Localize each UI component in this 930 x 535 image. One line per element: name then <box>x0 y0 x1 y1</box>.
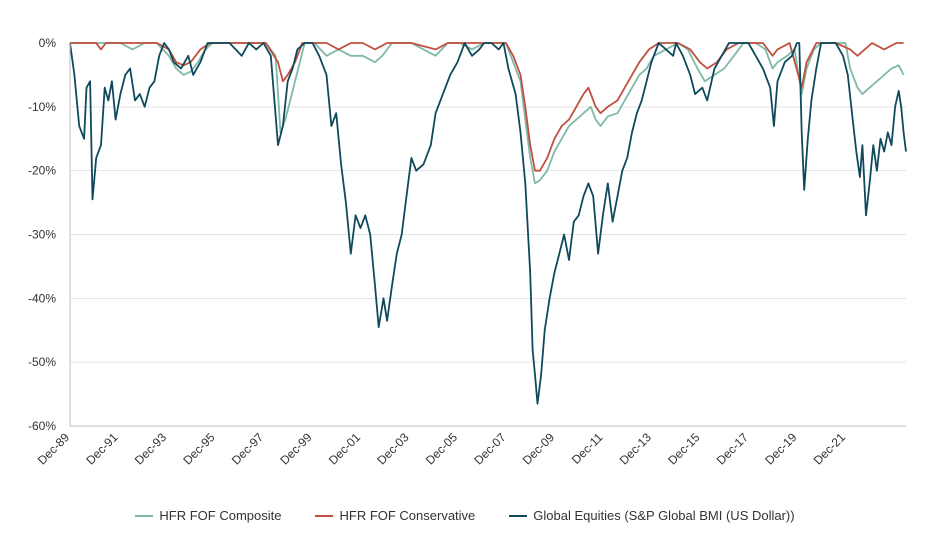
series-line-hfr-fof-conservative <box>70 42 904 172</box>
series-line-global-equities <box>69 42 907 405</box>
legend-swatch-global-equities <box>509 514 528 517</box>
y-tick-label: -50% <box>28 355 56 369</box>
legend-swatch-composite <box>135 514 154 517</box>
gridlines <box>70 106 906 363</box>
x-tick-label: Dec-15 <box>665 430 702 467</box>
x-tick-label: Dec-19 <box>762 430 799 467</box>
x-tick-label: Dec-07 <box>471 430 508 467</box>
x-tick-label: Dec-21 <box>811 430 848 467</box>
x-tick-label: Dec-97 <box>229 430 266 467</box>
x-tick-label: Dec-03 <box>374 430 411 467</box>
legend: HFR FOF Composite HFR FOF Conservative G… <box>0 508 930 523</box>
legend-item-global-equities: Global Equities (S&P Global BMI (US Doll… <box>509 508 795 523</box>
x-tick-label: Dec-93 <box>132 430 169 467</box>
y-tick-label: -40% <box>28 291 56 305</box>
legend-label-global-equities: Global Equities (S&P Global BMI (US Doll… <box>533 508 795 523</box>
series-line-hfr-fof-composite <box>70 42 905 185</box>
y-axis-ticks: 0% -10% -20% -30% -40% -50% -60% <box>28 36 56 433</box>
y-tick-label: -60% <box>28 419 56 433</box>
x-tick-label: Dec-99 <box>277 430 314 467</box>
x-axis-ticks: Dec-89 Dec-91 Dec-93 Dec-95 Dec-97 Dec-99 Dec-… <box>35 430 848 467</box>
x-tick-label: Dec-09 <box>520 430 557 467</box>
x-tick-label: Dec-01 <box>326 430 363 467</box>
y-tick-label: -30% <box>28 228 56 242</box>
series-lines <box>69 42 907 405</box>
legend-swatch-conservative <box>315 514 334 517</box>
x-tick-label: Dec-95 <box>180 430 217 467</box>
y-tick-label: -20% <box>28 164 56 178</box>
y-tick-label: 0% <box>39 36 57 50</box>
legend-label-conservative: HFR FOF Conservative <box>339 508 476 523</box>
x-tick-label: Dec-05 <box>423 430 460 467</box>
legend-label-composite: HFR FOF Composite <box>159 508 282 523</box>
legend-item-conservative: HFR FOF Conservative <box>315 508 475 523</box>
legend-item-composite: HFR FOF Composite <box>135 508 281 523</box>
x-tick-label: Dec-91 <box>83 430 120 467</box>
y-tick-label: -10% <box>28 100 56 114</box>
x-tick-label: Dec-11 <box>569 430 606 467</box>
x-tick-label: Dec-13 <box>617 430 654 467</box>
axes <box>69 43 906 427</box>
x-tick-label: Dec-89 <box>35 430 72 467</box>
x-tick-label: Dec-17 <box>714 430 751 467</box>
